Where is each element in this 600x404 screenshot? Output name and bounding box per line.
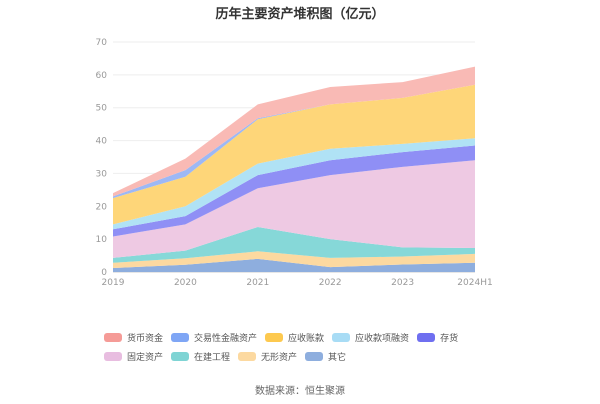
- y-tick-label: 10: [96, 235, 108, 245]
- legend-swatch: [104, 333, 122, 342]
- y-tick-label: 40: [96, 137, 108, 147]
- y-tick-label: 20: [96, 202, 108, 212]
- x-tick-label: 2021: [246, 278, 269, 288]
- data-source: 数据来源：恒生聚源: [255, 386, 345, 397]
- legend: 货币资金 交易性金融资产 应收账款 应收款项融资 存货固定资产 在建工程 无形资产 其它: [104, 331, 504, 369]
- area-应收账款: [113, 84, 475, 225]
- x-tick-label: 2019: [102, 278, 125, 288]
- legend-label: 无形资产: [261, 353, 298, 363]
- legend-swatch: [238, 352, 257, 361]
- legend-swatch: [417, 333, 436, 342]
- area-交易性金融资产: [113, 84, 475, 199]
- legend-swatch: [171, 333, 190, 342]
- area-存货: [113, 145, 475, 237]
- legend-item[interactable]: 固定资产: [104, 350, 163, 363]
- legend-item[interactable]: 应收账款: [265, 331, 324, 344]
- legend-label: 交易性金融资产: [194, 334, 258, 344]
- legend-item[interactable]: 在建工程: [171, 350, 230, 363]
- legend-item[interactable]: 其它: [305, 350, 346, 363]
- area-无形资产: [113, 251, 475, 269]
- legend-item[interactable]: 货币资金: [104, 331, 163, 344]
- x-tick-label: 2023: [391, 278, 414, 288]
- legend-item[interactable]: 应收款项融资: [332, 331, 409, 344]
- y-tick-label: 60: [96, 71, 108, 81]
- area-固定资产: [113, 160, 475, 258]
- legend-label: 其它: [328, 353, 347, 363]
- y-tick-label: 30: [96, 169, 108, 179]
- legend-label: 货币资金: [127, 334, 164, 344]
- legend-item[interactable]: 交易性金融资产: [171, 331, 257, 344]
- legend-item[interactable]: 无形资产: [238, 350, 297, 363]
- x-tick-label: 2024H1: [457, 278, 492, 288]
- x-tick-label: 2020: [174, 278, 197, 288]
- legend-swatch: [305, 352, 324, 361]
- area-应收款项融资: [113, 138, 475, 230]
- stacked-area-chart: 0 10 20 30 40 50 60 70 2019 2020 2021 2022 2023 2024H…: [96, 38, 493, 288]
- area-货币资金: [113, 66, 475, 197]
- legend-item[interactable]: 存货: [417, 331, 458, 344]
- legend-swatch: [332, 333, 351, 342]
- legend-label: 应收账款: [288, 334, 325, 344]
- legend-swatch: [171, 352, 190, 361]
- y-tick-label: 0: [101, 268, 107, 278]
- x-tick-label: 2022: [319, 278, 342, 288]
- legend-swatch: [104, 352, 122, 361]
- legend-label: 固定资产: [127, 353, 164, 363]
- legend-swatch: [265, 333, 284, 342]
- y-tick-label: 70: [96, 38, 108, 48]
- legend-label: 存货: [440, 334, 459, 344]
- area-其它: [113, 258, 475, 272]
- legend-label: 应收款项融资: [355, 334, 410, 344]
- area-在建工程: [113, 226, 475, 263]
- y-tick-label: 50: [96, 104, 108, 114]
- chart-title: 历年主要资产堆积图（亿元）: [215, 7, 385, 22]
- legend-label: 在建工程: [194, 353, 231, 363]
